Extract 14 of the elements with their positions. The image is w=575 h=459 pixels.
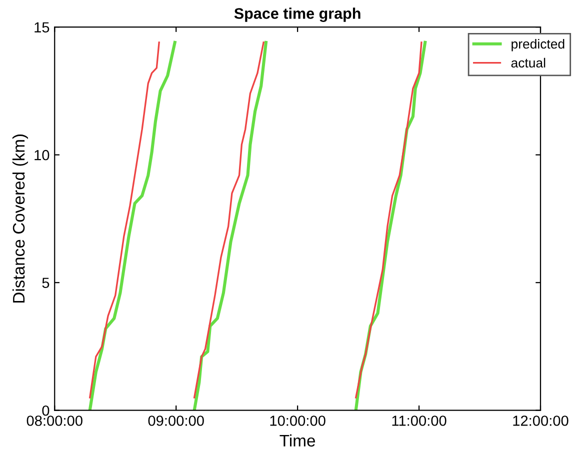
y-tick-label: 5 (42, 278, 50, 288)
x-tick-label: 12:00:00 (513, 416, 568, 426)
x-axis-title: Time (280, 434, 316, 447)
y-tick-label: 15 (34, 22, 50, 33)
legend-label: predicted (512, 38, 564, 52)
x-tick-label: 11:00:00 (392, 416, 446, 426)
legend-label: actual (511, 58, 546, 68)
y-tick-label: 10 (34, 150, 50, 160)
x-tick-label: 08:00:00 (26, 416, 82, 426)
x-tick-label: 09:00:00 (148, 416, 204, 426)
y-tick-label: 0 (42, 405, 50, 416)
x-tick-label: 10:00:00 (270, 416, 326, 426)
y-axis-title: Distance Covered (km) (12, 134, 28, 303)
chart-title: Space time graph (234, 8, 360, 22)
